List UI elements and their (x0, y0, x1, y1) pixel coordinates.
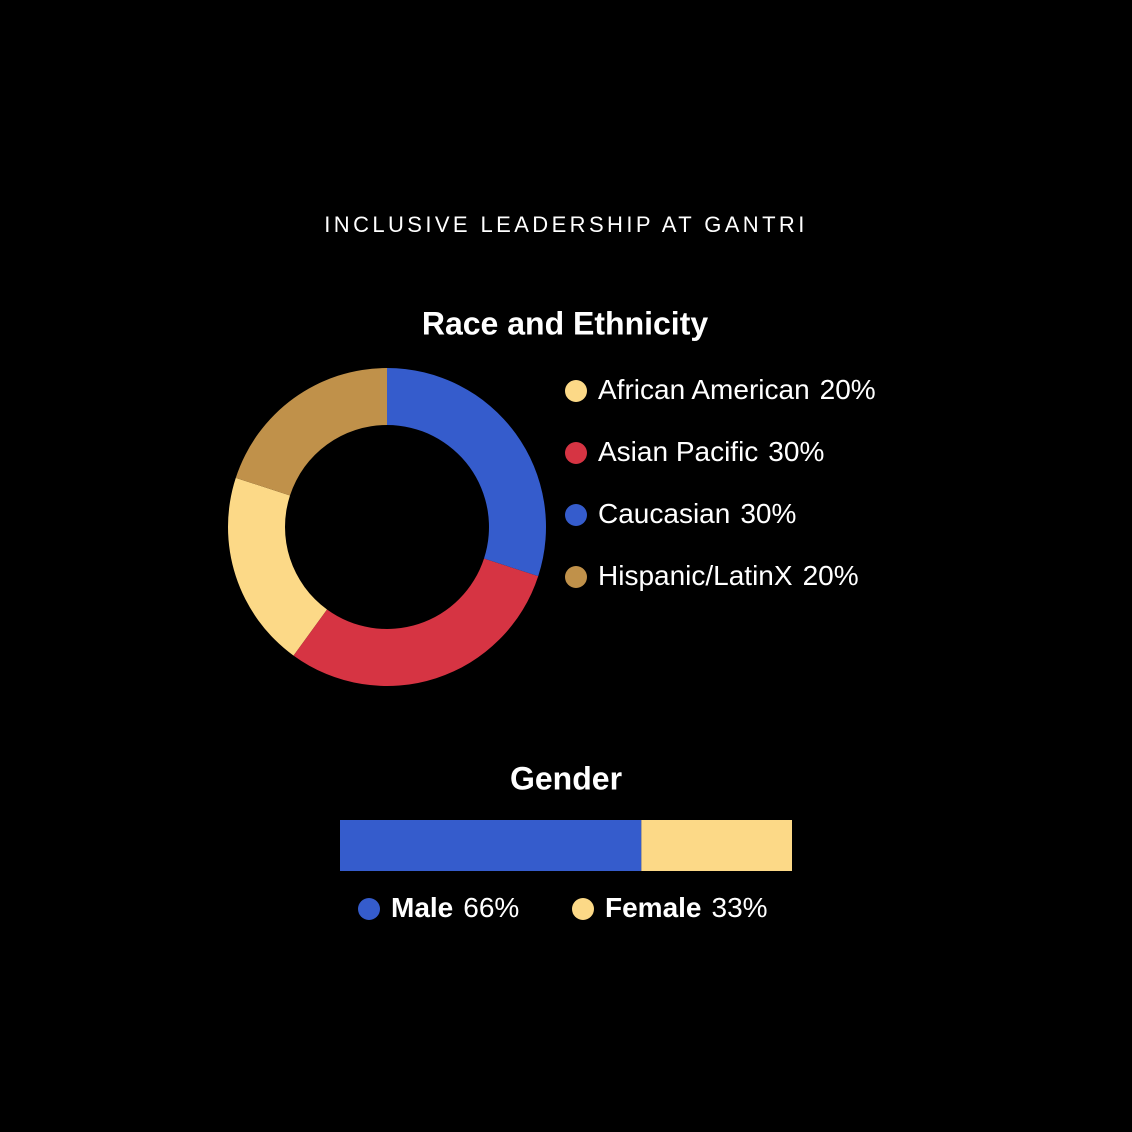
legend-entry: Male 66% (391, 892, 519, 923)
legend-swatch (358, 898, 380, 920)
legend-swatch (565, 504, 587, 526)
legend-swatch (565, 442, 587, 464)
legend-label: African American (598, 374, 810, 405)
legend-value: 20% (820, 374, 876, 405)
legend-entry: Female 33% (605, 892, 768, 923)
legend-swatch (565, 566, 587, 588)
legend-entry: African American 20% (598, 374, 876, 405)
donut-slice (235, 368, 387, 496)
legend-entry: Asian Pacific 30% (598, 436, 824, 467)
bar-segment (340, 820, 642, 871)
donut-slice (293, 558, 539, 686)
legend-value: 30% (768, 436, 824, 467)
legend-value: 20% (803, 560, 859, 591)
legend-swatch (572, 898, 594, 920)
legend-swatch (565, 380, 587, 402)
legend-entry: Caucasian 30% (598, 498, 796, 529)
bar-segment (641, 820, 792, 871)
donut-slice (228, 477, 328, 656)
legend-label: Male (391, 892, 453, 923)
legend-value: 30% (740, 498, 796, 529)
page-title: INCLUSIVE LEADERSHIP AT GANTRI (324, 212, 807, 237)
legend-value: 33% (712, 892, 768, 923)
donut-slice (387, 368, 546, 577)
legend-entry: Hispanic/LatinX 20% (598, 560, 859, 591)
chart-title: Gender (510, 760, 622, 796)
chart-title: Race and Ethnicity (422, 305, 709, 341)
legend-label: Asian Pacific (598, 436, 758, 467)
legend-label: Hispanic/LatinX (598, 560, 793, 591)
legend-value: 66% (463, 892, 519, 923)
legend-label: Female (605, 892, 702, 923)
legend-label: Caucasian (598, 498, 730, 529)
